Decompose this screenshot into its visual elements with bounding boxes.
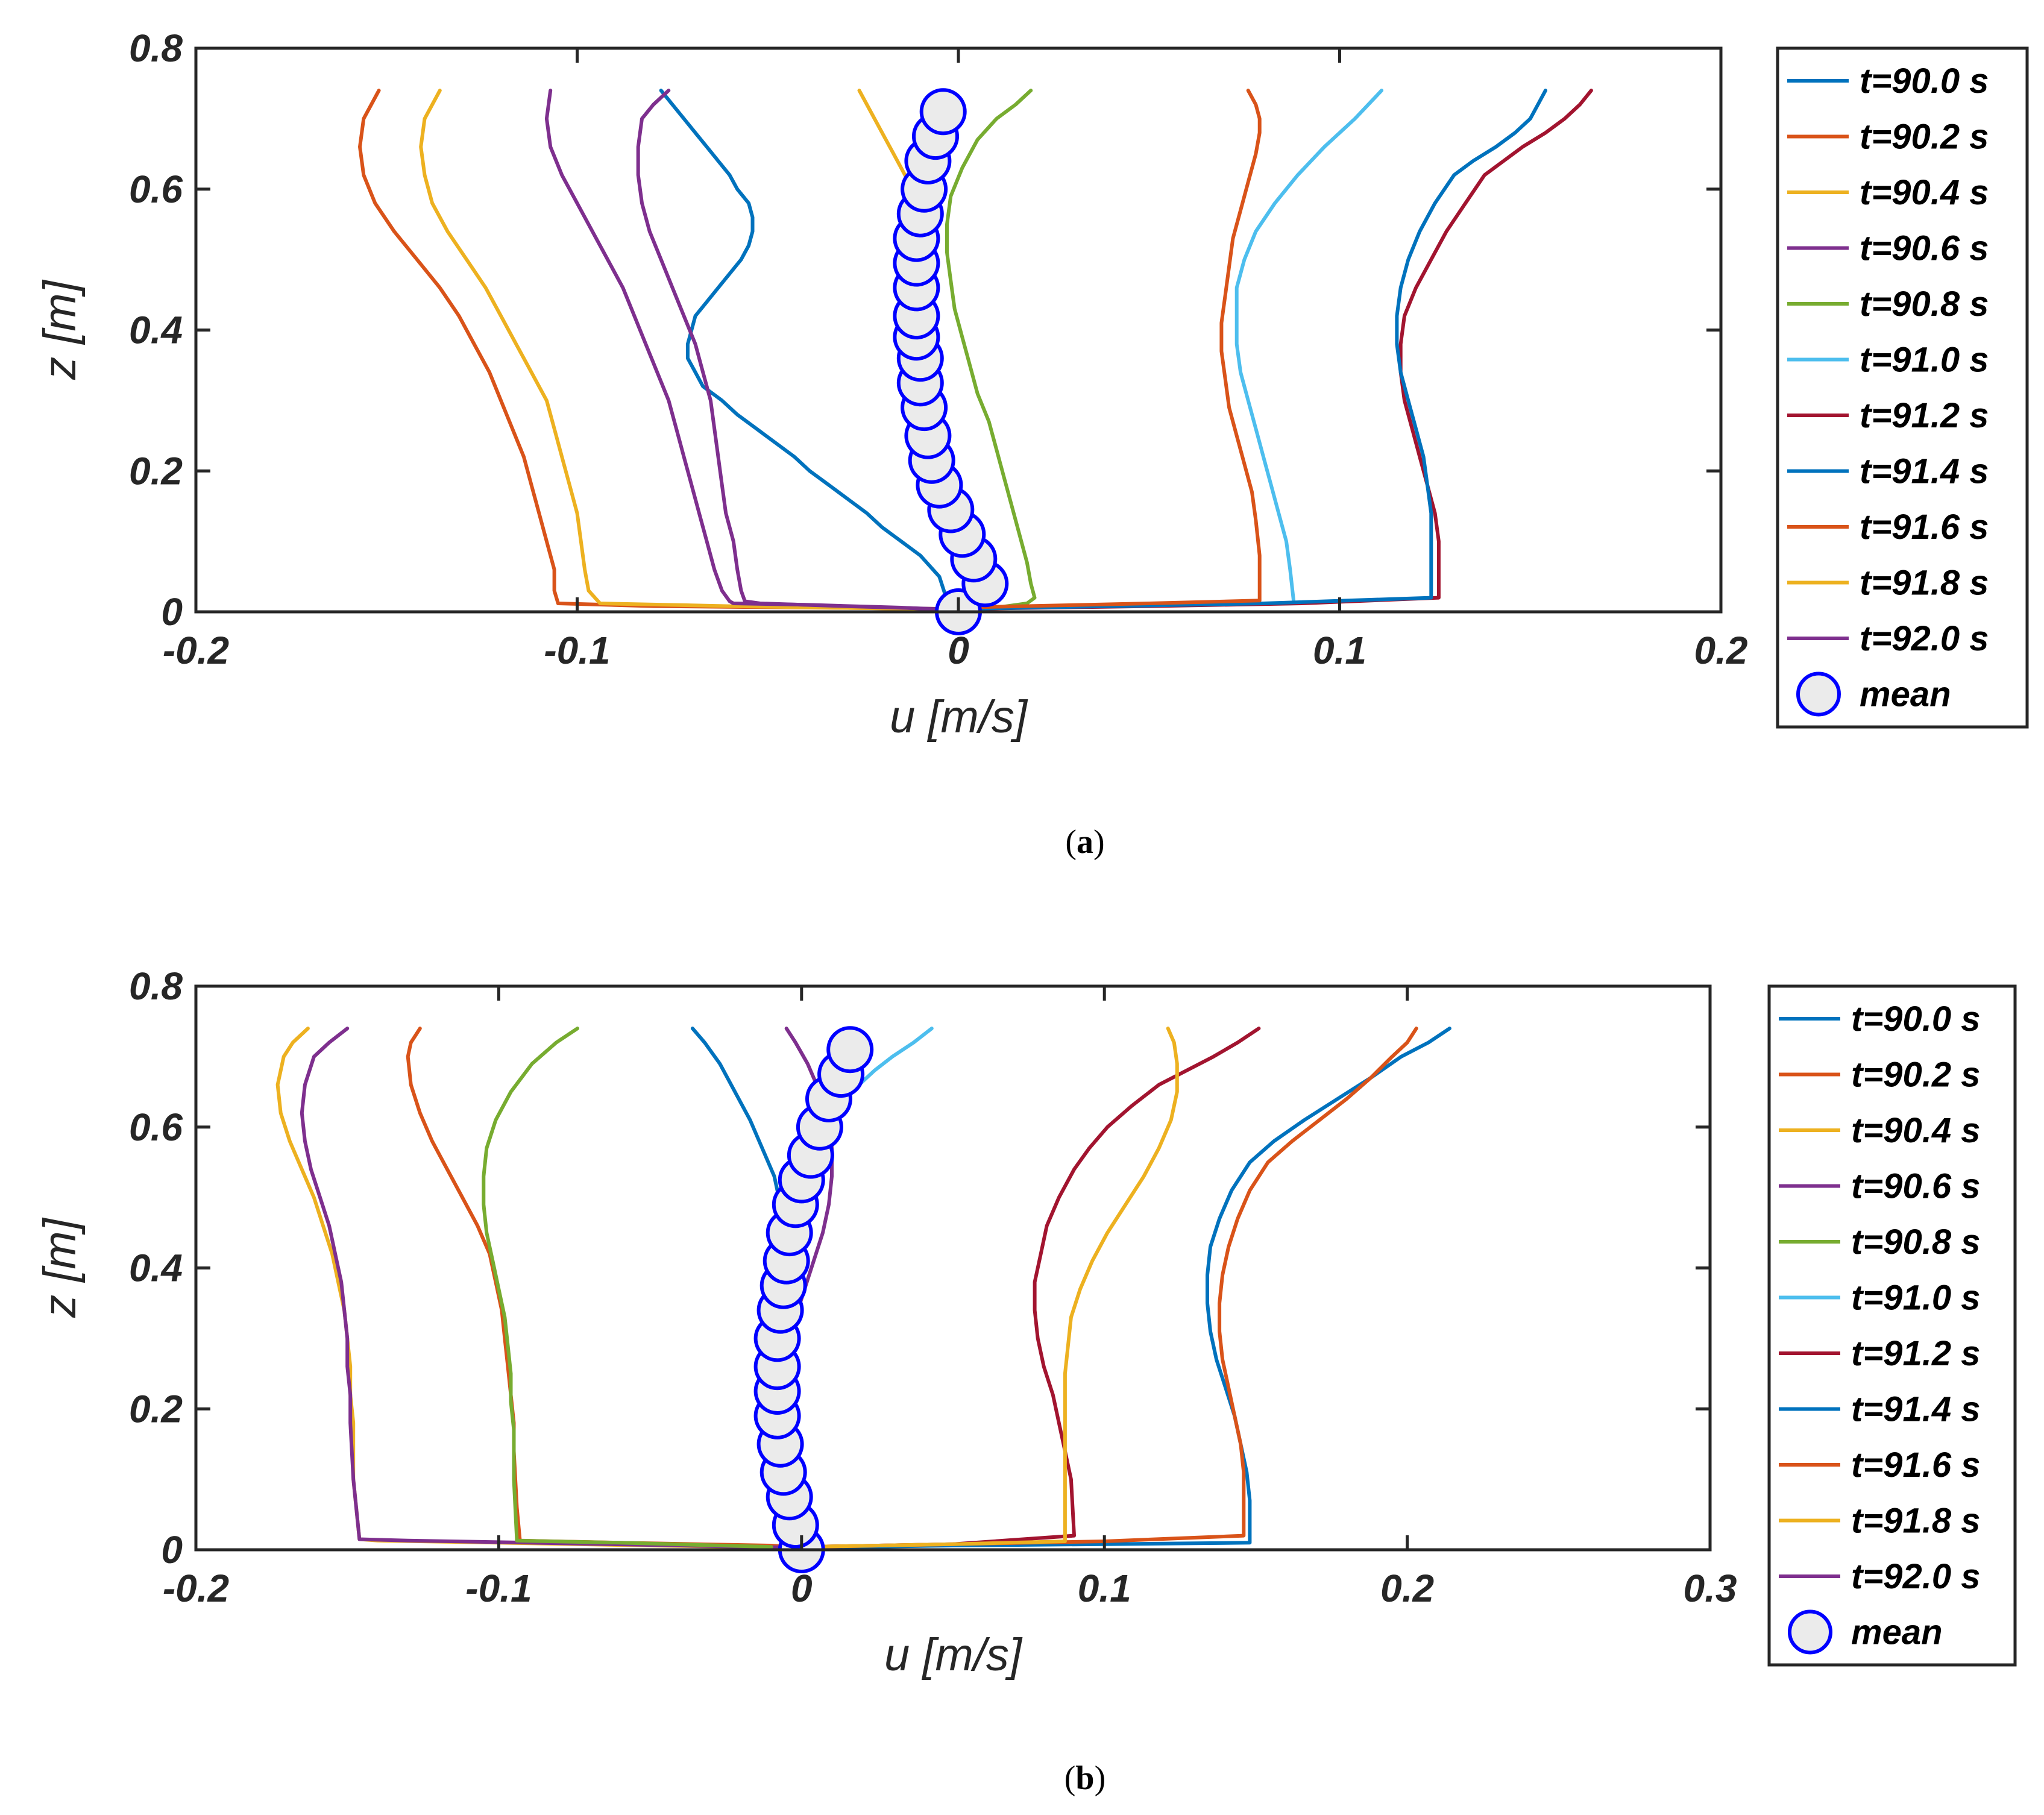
series-line-91.4: [957, 89, 1547, 611]
chart-panel-b: -0.2 -0.1 0 0.1 0.2 0.3 0 0.2 0.4 0.6 0.8 u [m/s] z …: [34, 964, 2017, 1797]
x-tick-label: 0.1: [1313, 629, 1366, 672]
panel-caption: (a): [1065, 823, 1104, 861]
x-tick-label: 0: [791, 1567, 813, 1610]
legend-entry: t=90.0 s: [1860, 61, 1989, 101]
legend-entry: t=90.8 s: [1860, 285, 1989, 324]
legend-entry: t=90.4 s: [1860, 173, 1989, 212]
legend-entry: t=90.6 s: [1860, 229, 1989, 268]
y-tick-label: 0.2: [129, 449, 183, 492]
y-tick-label: 0.4: [129, 1247, 183, 1290]
y-tick-label: 0: [161, 1528, 183, 1571]
legend-entry: t=91.0 s: [1860, 341, 1989, 380]
legend-entry: t=91.2 s: [1851, 1334, 1980, 1373]
x-tick-label: 0: [948, 629, 969, 672]
mean-marker: [919, 88, 967, 136]
legend-entry: t=90.2 s: [1860, 118, 1989, 157]
series-line-90.0: [799, 1027, 1451, 1550]
legend-entry: t=91.0 s: [1851, 1279, 1980, 1318]
chart-panel-a: -0.2 -0.1 0 0.1 0.2 0 0.2 0.4 0.6 0.8 u [m/s] z [m]…: [34, 27, 2029, 861]
series-line-90.6: [300, 1027, 803, 1550]
legend-mean-marker: [1796, 672, 1841, 717]
y-axis-label: z [m]: [34, 1217, 86, 1318]
series-line-91.2: [957, 89, 1593, 611]
plot-area: [275, 1027, 1451, 1550]
x-tick-label: -0.2: [163, 1567, 229, 1610]
series-line-91.0: [957, 89, 1384, 611]
x-tick-label: 0.1: [1078, 1567, 1131, 1610]
x-tick-label: 0.2: [1380, 1567, 1434, 1610]
x-axis-label: u [m/s]: [890, 691, 1028, 743]
x-tick-label: 0.3: [1684, 1567, 1737, 1610]
x-tick-label: -0.2: [163, 629, 229, 672]
x-tick-label: 0.2: [1694, 629, 1748, 672]
series-line-90.0: [659, 89, 953, 612]
legend-entry: t=91.2 s: [1860, 396, 1989, 435]
legend-entry: t=91.4 s: [1860, 452, 1989, 491]
y-tick-label: 0: [161, 590, 183, 634]
legend-box: [1767, 984, 2017, 1667]
legend: t=90.0 s t=90.2 s t=90.4 s t=90.6 s t=90.8 s…: [1767, 984, 2017, 1667]
y-axis-label: z [m]: [34, 279, 86, 380]
y-tick-label: 0.8: [129, 27, 183, 70]
series-line-90.8: [482, 1027, 773, 1549]
legend: t=90.0 s t=90.2 s t=90.4 s t=90.6 s t=90.8 s…: [1776, 46, 2029, 729]
x-tick-label: -0.1: [544, 629, 610, 672]
series-line-92.0: [636, 89, 942, 611]
legend-entry-mean: mean: [1860, 675, 1951, 714]
y-tick-label: 0.4: [129, 309, 183, 352]
legend-entry: t=90.4 s: [1851, 1111, 1980, 1150]
series-line-91.8: [799, 1027, 1179, 1549]
y-tick-label: 0.6: [129, 168, 183, 211]
y-tick-label: 0.8: [129, 964, 183, 1008]
series-line-90.6: [544, 89, 960, 612]
legend-mean-marker: [1788, 1609, 1832, 1655]
panel-caption: (b): [1064, 1760, 1105, 1797]
series-line-90.2: [358, 89, 1258, 611]
legend-entry: t=91.8 s: [1851, 1502, 1980, 1541]
legend-entry: t=90.2 s: [1851, 1055, 1980, 1095]
legend-entry-mean: mean: [1851, 1613, 1943, 1652]
legend-entry: t=91.6 s: [1851, 1445, 1980, 1485]
y-tick-label: 0.2: [129, 1387, 183, 1430]
series-line-90.4: [419, 89, 960, 612]
x-tick-label: -0.1: [465, 1567, 532, 1610]
legend-entry: t=91.8 s: [1860, 564, 1989, 603]
y-tick-label: 0.6: [129, 1106, 183, 1149]
plot-area: [358, 89, 1593, 612]
legend-entry: t=91.6 s: [1860, 508, 1989, 547]
series-line-90.8: [945, 89, 1037, 612]
legend-entry: t=90.0 s: [1851, 999, 1980, 1039]
mean-marker: [826, 1026, 874, 1074]
x-axis-label: u [m/s]: [884, 1629, 1023, 1681]
legend-box: [1776, 46, 2029, 729]
legend-entry: t=92.0 s: [1860, 619, 1989, 658]
series-line-91.6: [799, 1027, 1418, 1549]
series-line-91.2: [799, 1027, 1261, 1549]
legend-entry: t=92.0 s: [1851, 1557, 1980, 1596]
legend-entry: t=91.4 s: [1851, 1390, 1980, 1429]
legend-entry: t=90.6 s: [1851, 1167, 1980, 1206]
series-line-91.6: [957, 89, 1262, 609]
legend-entry: t=90.8 s: [1851, 1222, 1980, 1262]
